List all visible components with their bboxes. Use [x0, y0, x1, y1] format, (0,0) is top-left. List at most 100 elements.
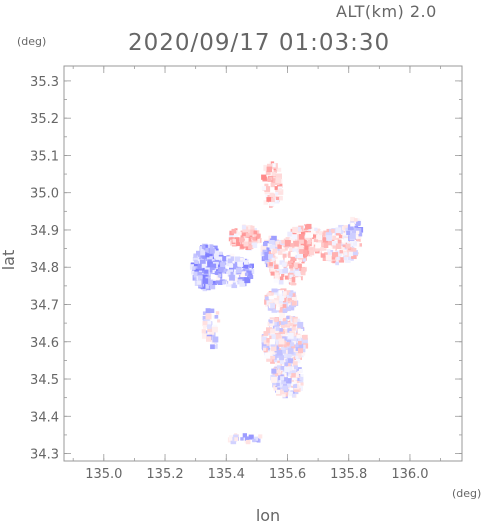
velocity-cell: [202, 278, 209, 284]
velocity-cell: [201, 333, 208, 339]
velocity-cell: [253, 228, 257, 232]
velocity-cell: [205, 313, 212, 320]
velocity-cell: [339, 249, 343, 254]
velocity-cell: [341, 234, 347, 239]
velocity-cell: [352, 247, 357, 252]
velocity-cell: [270, 161, 275, 165]
velocity-cell: [242, 226, 249, 233]
velocity-cell: [293, 372, 299, 378]
velocity-cell: [263, 340, 268, 345]
velocity-cell: [250, 229, 256, 235]
velocity-cell: [254, 436, 259, 441]
velocity-cell: [206, 256, 213, 263]
velocity-cell: [252, 236, 256, 241]
velocity-cell: [211, 340, 217, 345]
velocity-cell: [290, 255, 297, 262]
velocity-cell: [325, 232, 332, 238]
velocity-cell: [217, 319, 221, 323]
velocity-cell: [204, 269, 209, 274]
y-tick-label: 34.9: [30, 224, 59, 239]
velocity-cell: [282, 336, 287, 342]
velocity-cell: [356, 220, 361, 226]
velocity-cell: [267, 292, 271, 296]
velocity-cell: [271, 356, 276, 360]
velocity-cell: [252, 438, 256, 443]
velocity-cell: [214, 275, 220, 281]
velocity-cell: [202, 274, 208, 280]
velocity-cell: [201, 245, 206, 249]
velocity-cell: [282, 308, 288, 313]
velocity-cell: [194, 256, 200, 262]
velocity-cell: [273, 245, 280, 252]
velocity-cell: [248, 434, 254, 440]
velocity-cell: [194, 276, 199, 281]
velocity-cell: [285, 351, 292, 358]
velocity-cell: [214, 315, 219, 319]
velocity-cell: [291, 336, 297, 343]
velocity-cell: [266, 166, 273, 173]
x-tick-label: 135.8: [330, 467, 367, 482]
velocity-cell: [280, 248, 286, 254]
y-tick-label: 34.6: [30, 336, 59, 351]
velocity-cell: [354, 225, 359, 230]
velocity-cell: [287, 348, 294, 354]
velocity-cell: [296, 226, 301, 232]
velocity-cell: [295, 277, 302, 283]
velocity-cell: [263, 200, 269, 205]
velocity-cell: [212, 258, 216, 262]
velocity-cell: [270, 182, 275, 188]
velocity-cell: [297, 263, 302, 268]
velocity-cell: [289, 322, 293, 327]
velocity-cell: [278, 318, 284, 323]
velocity-cell: [308, 246, 314, 252]
velocity-cell: [269, 339, 275, 345]
velocity-cell: [338, 257, 345, 263]
velocity-cell: [275, 373, 279, 377]
velocity-cell: [306, 243, 310, 247]
velocity-cell: [320, 247, 324, 251]
velocity-cell: [270, 328, 276, 334]
velocity-cell: [271, 376, 277, 383]
velocity-cell: [269, 320, 273, 324]
velocity-cell: [312, 234, 318, 241]
velocity-cell: [287, 339, 292, 345]
velocity-cell: [330, 255, 335, 260]
velocity-cell: [342, 244, 346, 248]
velocity-cell: [276, 389, 281, 394]
velocity-cell: [234, 274, 240, 280]
velocity-cell: [222, 268, 227, 273]
velocity-cell: [243, 240, 250, 247]
velocity-cell: [217, 273, 222, 278]
velocity-cell: [288, 391, 293, 397]
velocity-cell: [292, 295, 297, 300]
velocity-cell: [279, 313, 286, 319]
velocity-cell: [244, 235, 248, 239]
velocity-cell: [285, 290, 291, 295]
velocity-cell: [212, 343, 218, 349]
velocity-cell: [281, 240, 285, 244]
velocity-cell: [229, 253, 235, 259]
y-axis-title: lat: [0, 250, 18, 271]
velocity-cell: [271, 163, 276, 168]
velocity-cell: [228, 237, 233, 242]
y-tick-label: 34.8: [30, 261, 59, 276]
velocity-cell: [296, 359, 301, 364]
velocity-cell: [289, 318, 294, 323]
velocity-cell: [271, 198, 275, 203]
velocity-cell: [244, 436, 250, 441]
velocity-cell: [273, 278, 278, 283]
x-tick-label: 135.2: [146, 467, 183, 482]
velocity-cell: [343, 225, 348, 230]
velocity-cell: [249, 263, 254, 268]
velocity-cell: [275, 354, 279, 358]
velocity-cell: [304, 245, 309, 250]
velocity-cell: [263, 347, 267, 351]
velocity-cell: [298, 343, 304, 349]
velocity-cell: [356, 237, 361, 242]
velocity-cell: [278, 342, 283, 347]
x-tick-label: 135.0: [85, 467, 122, 482]
velocity-cell: [275, 196, 280, 200]
velocity-cell: [244, 277, 251, 284]
velocity-cell: [278, 307, 284, 313]
velocity-cell: [261, 340, 266, 344]
